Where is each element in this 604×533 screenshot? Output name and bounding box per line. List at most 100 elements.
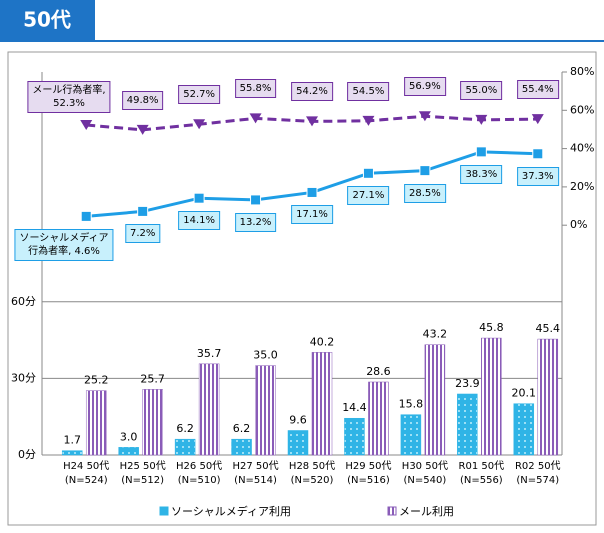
x-tick-label: H27 50代 (232, 460, 278, 472)
y-tick-label: 60分 (11, 295, 36, 308)
bar-value-label: 6.2 (176, 422, 194, 435)
bar-value-label: 45.8 (479, 321, 504, 334)
header-rule (0, 40, 604, 42)
legend-label: ソーシャルメディア利用 (171, 504, 291, 518)
line-annotation: メール行為者率, 52.3% (27, 81, 111, 113)
line-value-label: 28.5% (403, 183, 446, 203)
line-value-label: 14.1% (178, 211, 220, 231)
marker (475, 146, 487, 158)
bar-value-label: 45.4 (536, 322, 561, 335)
bar (311, 352, 333, 456)
line-value-label: 7.2% (124, 224, 161, 244)
y2-tick-label: 0% (570, 218, 587, 231)
line-annotation: ソーシャルメディア 行為者率, 4.6% (14, 229, 114, 261)
line-value-label: 55.0% (460, 80, 503, 100)
marker (531, 114, 544, 125)
marker (306, 186, 318, 198)
marker (136, 124, 149, 135)
bar (142, 389, 163, 456)
line-value-label: 55.4% (516, 80, 559, 100)
marker (306, 116, 318, 127)
marker (193, 192, 205, 204)
line-value-label: 37.3% (516, 166, 559, 186)
bar (255, 365, 276, 456)
bar (457, 393, 478, 456)
bar-value-label: 23.9 (455, 377, 480, 390)
line-value-label: 27.1% (347, 186, 390, 206)
bar (424, 344, 446, 456)
marker (193, 119, 206, 130)
line-value-label: 38.3% (460, 164, 503, 184)
bar-value-label: 6.2 (233, 422, 251, 435)
legend-swatch (159, 506, 169, 516)
bar-value-label: 15.8 (399, 398, 424, 411)
x-tick-sublabel: (N=574) (516, 475, 559, 486)
line-value-label: 52.7% (178, 85, 220, 105)
marker (249, 113, 262, 124)
bar (513, 403, 535, 456)
bar (400, 414, 422, 456)
line-value-label: 55.8% (234, 79, 277, 99)
line-value-label: 17.1% (291, 205, 333, 225)
x-tick-sublabel: (N=516) (347, 475, 390, 486)
bar-value-label: 35.0 (253, 349, 278, 362)
bar-value-label: 43.2 (423, 328, 448, 341)
marker (419, 165, 431, 177)
marker (137, 205, 149, 217)
x-tick-sublabel: (N=540) (404, 475, 447, 486)
y2-tick-label: 20% (570, 180, 594, 193)
bar-value-label: 1.7 (63, 434, 81, 447)
legend-swatch (387, 506, 397, 516)
line-value-label: 54.5% (347, 81, 390, 101)
legend-label: メール利用 (399, 505, 454, 518)
bar-value-label: 20.1 (512, 387, 537, 400)
bar (287, 430, 309, 456)
marker (80, 210, 92, 222)
bar (344, 417, 365, 456)
marker (250, 194, 262, 206)
x-tick-label: H24 50代 (63, 460, 109, 472)
x-tick-sublabel: (N=512) (121, 475, 164, 486)
line-value-label: 49.8% (121, 90, 164, 110)
bar (85, 390, 107, 456)
bar (118, 447, 139, 456)
marker (418, 111, 431, 122)
bar (198, 363, 220, 456)
x-tick-label: H29 50代 (345, 460, 391, 472)
x-tick-sublabel: (N=556) (460, 475, 503, 486)
x-tick-label: R01 50代 (459, 460, 505, 472)
bar (61, 450, 83, 456)
header-title: 50代 (23, 8, 71, 32)
bar-value-label: 25.7 (140, 372, 165, 385)
marker (475, 114, 488, 125)
y-tick-label: 30分 (11, 371, 36, 384)
y2-tick-label: 40% (570, 142, 594, 155)
x-tick-label: H26 50代 (176, 460, 222, 472)
y-tick-label: 0分 (18, 448, 36, 461)
frame (7, 51, 597, 526)
x-tick-label: R02 50代 (515, 460, 561, 472)
bar-value-label: 40.2 (310, 335, 335, 348)
marker (80, 120, 93, 131)
bar-value-label: 25.2 (84, 374, 109, 387)
bar (537, 338, 559, 456)
marker (362, 115, 375, 126)
y2-tick-label: 80% (570, 65, 594, 78)
bar (368, 381, 389, 456)
bar (481, 337, 502, 456)
marker (532, 148, 544, 160)
x-tick-sublabel: (N=510) (178, 475, 221, 486)
line-value-label: 56.9% (403, 77, 446, 97)
line-value-label: 54.2% (291, 82, 333, 102)
header-tab (0, 0, 95, 40)
bar (174, 438, 196, 456)
x-tick-label: H30 50代 (402, 460, 448, 472)
line-value-label: 13.2% (234, 212, 277, 232)
marker (362, 167, 374, 179)
x-tick-label: H28 50代 (289, 460, 335, 472)
bar-value-label: 28.6 (366, 365, 391, 378)
bar-value-label: 9.6 (289, 413, 307, 426)
x-tick-sublabel: (N=524) (65, 475, 108, 486)
x-tick-label: H25 50代 (120, 460, 166, 472)
